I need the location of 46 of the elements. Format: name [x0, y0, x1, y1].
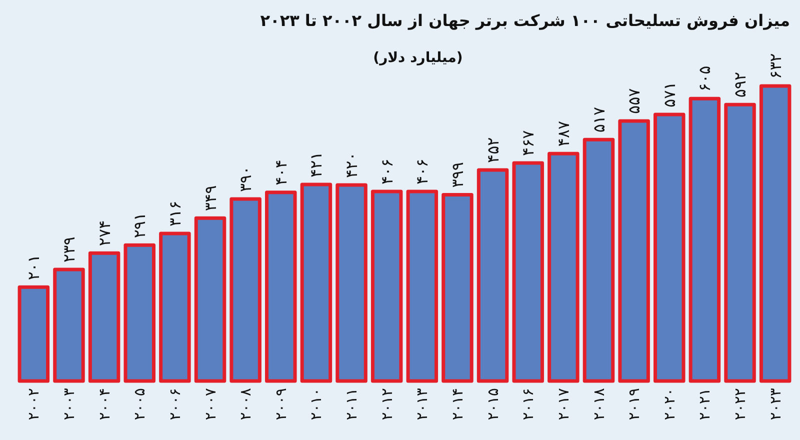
- x-tick-label: ۲۰۱۲: [378, 388, 396, 420]
- subtitle: (میلیارد دلار): [373, 50, 463, 66]
- x-tick-label: ۲۰۱۴: [448, 388, 466, 420]
- x-tick-label: ۲۰۱۷: [554, 388, 572, 420]
- x-tick-label: ۲۰۰۸: [236, 388, 255, 420]
- data-label: ۲۹۱: [130, 212, 150, 238]
- data-label: ۴۸۷: [554, 120, 573, 147]
- data-label: ۶۰۵: [695, 66, 714, 92]
- data-label: ۶۳۲: [766, 53, 785, 79]
- data-label: ۳۱۶: [165, 200, 184, 226]
- data-label: ۵۷۱: [660, 82, 679, 108]
- data-label: ۴۰۶: [412, 158, 432, 184]
- x-tick-label: ۲۰۱۶: [519, 388, 538, 420]
- x-tick-label: ۲۰۰۳: [60, 388, 78, 420]
- data-label: ۴۲۰: [342, 152, 362, 178]
- x-tick-label: ۲۰۱۳: [413, 388, 432, 420]
- x-tick-label: ۲۰۰۷: [201, 388, 220, 420]
- data-label: ۴۰۴: [271, 160, 290, 186]
- x-tick-label: ۲۰۰۵: [130, 388, 149, 420]
- data-label: ۲۳۹: [59, 236, 78, 262]
- data-label: ۳۴۹: [200, 185, 220, 212]
- data-label: ۴۶۷: [518, 130, 538, 156]
- data-label: ۳۹۹: [448, 162, 467, 188]
- x-tick-label: ۲۰۰۶: [166, 388, 184, 420]
- x-tick-label: ۲۰۰۲: [24, 388, 43, 420]
- x-tick-label: ۲۰۱۹: [625, 388, 644, 420]
- data-label: ۵۵۷: [624, 88, 644, 114]
- x-tick-label: ۲۰۰۹: [272, 388, 290, 420]
- x-tick-label: ۲۰۱۸: [590, 388, 608, 420]
- data-label: ۲۷۴: [94, 220, 114, 246]
- x-tick-label: ۲۰۰۴: [95, 388, 114, 420]
- data-label: ۴۵۲: [483, 137, 502, 164]
- x-tick-label: ۲۰۱۵: [484, 388, 502, 420]
- data-label: ۴۲۱: [306, 152, 326, 178]
- x-tick-label: ۲۰۲۰: [660, 388, 678, 420]
- x-tick-label: ۲۰۱۰: [307, 388, 326, 420]
- data-label: ۲۰۱: [24, 254, 44, 280]
- data-label: ۴۰۶: [377, 158, 396, 184]
- x-tick-label: ۲۰۲۲: [731, 388, 750, 420]
- x-tick-label: ۲۰۲۱: [696, 388, 714, 420]
- data-label: ۵۱۷: [589, 106, 608, 133]
- title: میزان فروش تسلیحاتی ۱۰۰ شرکت برتر جهان از سال ۲۰۰۲ تا ۲۰۲۳: [260, 11, 790, 30]
- x-tick-label: ۲۰۱۱: [342, 388, 361, 420]
- data-label: ۵۹۲: [730, 72, 750, 98]
- x-tick-label: ۲۰۲۳: [766, 388, 784, 420]
- data-label: ۳۹۰: [236, 166, 256, 192]
